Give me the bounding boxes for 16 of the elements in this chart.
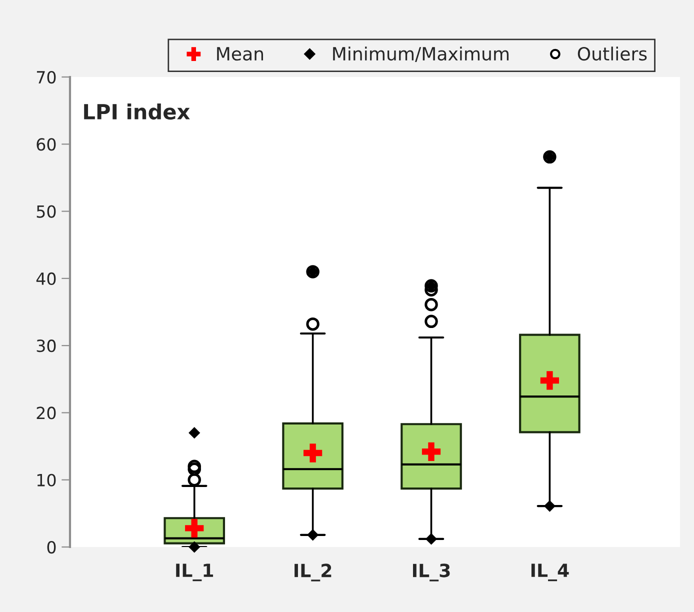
- y-tick-label: 20: [36, 406, 56, 420]
- y-tick-label: 0: [47, 540, 56, 554]
- x-tick-label: IL_4: [531, 564, 569, 582]
- legend-label: Outliers: [578, 46, 647, 61]
- x-tick-label: IL_1: [176, 564, 214, 582]
- legend-label: Minimum/Maximum: [333, 46, 509, 62]
- x-tick-label: IL_3: [413, 564, 450, 582]
- text: LPI index: [84, 103, 190, 120]
- x-tick-label: IL_2: [294, 564, 332, 582]
- y-tick-label: 10: [37, 474, 56, 486]
- y-tick-label: 30: [36, 340, 56, 352]
- legend-label: Mean: [217, 47, 264, 61]
- y-tick-label: 50: [36, 205, 56, 218]
- y-tick-label: 70: [36, 70, 56, 84]
- y-tick-label: 40: [36, 272, 56, 285]
- y-tick-label: 60: [36, 138, 56, 151]
